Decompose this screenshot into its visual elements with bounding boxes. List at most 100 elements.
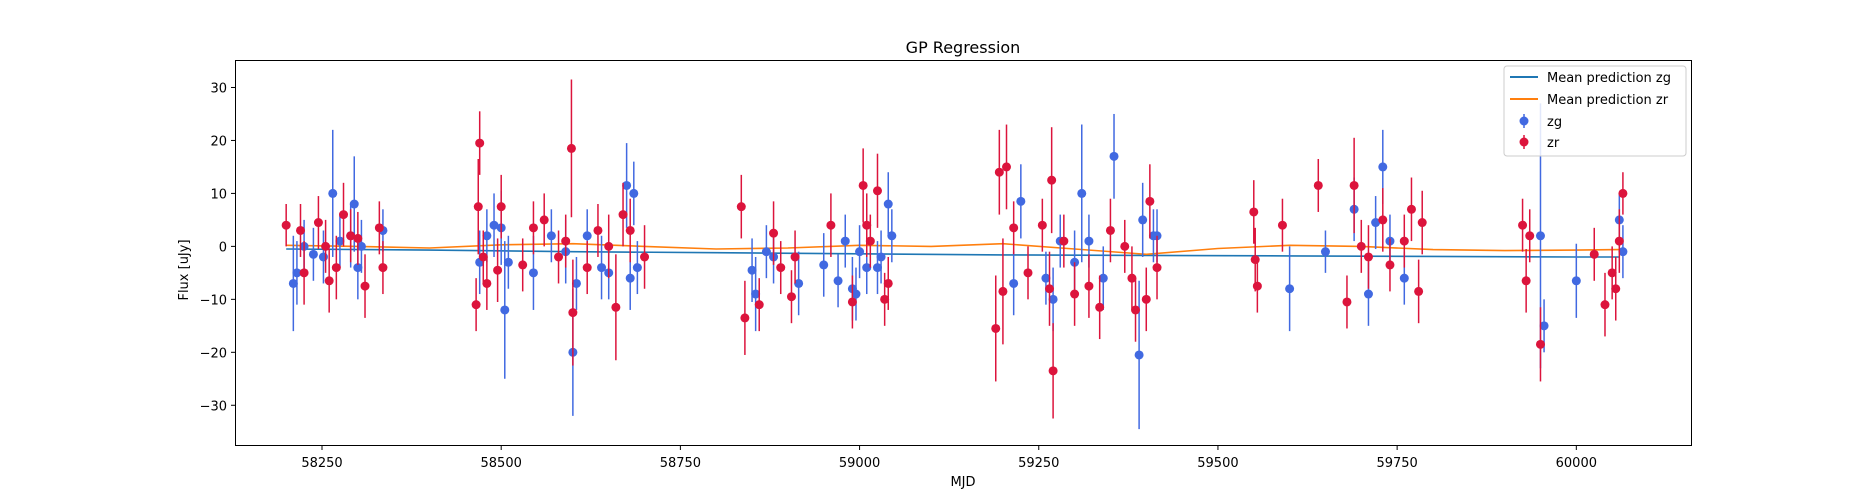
data-point-zg: [582, 231, 592, 241]
chart-title: GP Regression: [906, 38, 1021, 57]
data-point-zr: [313, 218, 323, 228]
data-point-zg: [1016, 196, 1026, 206]
data-point-zg: [1571, 276, 1581, 286]
data-point-zg: [288, 278, 298, 288]
data-point-zr: [353, 233, 363, 243]
data-point-zr: [281, 220, 291, 230]
legend: Mean prediction zg Mean prediction zr zg zr: [1503, 65, 1687, 157]
data-point-zr: [496, 202, 506, 212]
data-point-zr: [1095, 302, 1105, 312]
data-point-zg: [1320, 247, 1330, 257]
data-point-zg: [335, 236, 345, 246]
data-point-zr: [826, 220, 836, 230]
x-tick-label: 59000: [839, 456, 880, 471]
data-point-zr: [1059, 236, 1069, 246]
data-point-zr: [1037, 220, 1047, 230]
data-point-zr: [296, 225, 306, 235]
data-point-zr: [880, 294, 890, 304]
y-tick-label: −30: [200, 399, 227, 414]
x-tick-label: 59250: [1018, 456, 1059, 471]
data-point-zg: [1285, 284, 1295, 294]
data-point-zr: [769, 228, 779, 238]
data-point-zg: [876, 252, 886, 262]
data-point-zr: [568, 308, 578, 318]
y-tick-label: −20: [200, 346, 227, 361]
data-point-zg: [356, 241, 366, 251]
x-tick-label: 59750: [1376, 456, 1417, 471]
data-point-zg: [1371, 218, 1381, 228]
data-point-zg: [500, 305, 510, 315]
data-point-zg: [1098, 273, 1108, 283]
data-point-zr: [339, 210, 349, 220]
legend-swatch-marker: [1519, 116, 1529, 126]
data-point-zg: [1363, 289, 1373, 299]
data-point-zr: [482, 278, 492, 288]
data-point-zg: [840, 236, 850, 246]
data-point-zr: [478, 252, 488, 262]
data-point-zr: [471, 300, 481, 310]
data-point-zr: [1518, 220, 1528, 230]
data-point-zg: [625, 273, 635, 283]
data-point-zg: [528, 268, 538, 278]
data-point-zr: [858, 180, 868, 190]
data-point-zr: [1607, 268, 1617, 278]
data-point-zr: [331, 263, 341, 273]
data-point-zg: [887, 231, 897, 241]
data-point-zg: [503, 257, 513, 267]
data-point-zr: [1249, 207, 1259, 217]
data-point-zg: [883, 199, 893, 209]
y-tick-label: −10: [200, 293, 227, 308]
data-point-zr: [593, 225, 603, 235]
data-point-zr: [566, 143, 576, 153]
data-point-zr: [1363, 252, 1373, 262]
data-point-zr: [1614, 236, 1624, 246]
data-points: [281, 79, 1628, 430]
data-point-zr: [1070, 289, 1080, 299]
data-point-zr: [776, 263, 786, 273]
data-point-zr: [1120, 241, 1130, 251]
data-point-zr: [554, 252, 564, 262]
data-point-zr: [1045, 284, 1055, 294]
legend-label: zg: [1547, 115, 1562, 130]
data-point-zr: [324, 276, 334, 286]
data-point-zg: [1109, 151, 1119, 161]
data-point-zr: [1349, 180, 1359, 190]
data-point-zr: [374, 223, 384, 233]
data-point-zr: [1589, 249, 1599, 259]
data-point-zg: [862, 263, 872, 273]
data-point-zg: [292, 268, 302, 278]
data-point-zr: [862, 220, 872, 230]
data-point-zr: [561, 236, 571, 246]
data-point-zr: [998, 286, 1008, 296]
data-point-zr: [1417, 218, 1427, 228]
data-point-zg: [1378, 162, 1388, 172]
data-point-zg: [855, 247, 865, 257]
data-point-zr: [1252, 281, 1262, 291]
legend-label: Mean prediction zr: [1547, 93, 1669, 108]
data-point-zg: [571, 278, 581, 288]
data-point-zr: [473, 202, 483, 212]
legend-label: Mean prediction zg: [1547, 71, 1671, 86]
data-point-zr: [518, 260, 528, 270]
data-point-zr: [786, 292, 796, 302]
data-point-zg: [851, 289, 861, 299]
data-point-zr: [1009, 223, 1019, 233]
data-point-zr: [847, 297, 857, 307]
y-axis-label: Flux [uJy]: [177, 239, 192, 300]
data-point-zr: [618, 210, 628, 220]
data-point-zg: [597, 263, 607, 273]
data-point-zr: [1414, 286, 1424, 296]
data-point-zg: [482, 231, 492, 241]
data-point-zg: [1041, 273, 1051, 283]
data-point-zg: [349, 199, 359, 209]
data-point-zr: [1084, 281, 1094, 291]
y-tick-label: 0: [219, 240, 227, 255]
data-point-zg: [761, 247, 771, 257]
data-point-zg: [629, 188, 639, 198]
data-point-zr: [790, 252, 800, 262]
data-point-zg: [353, 263, 363, 273]
data-point-zr: [1385, 260, 1395, 270]
data-point-zr: [1002, 162, 1012, 172]
data-point-zr: [299, 268, 309, 278]
